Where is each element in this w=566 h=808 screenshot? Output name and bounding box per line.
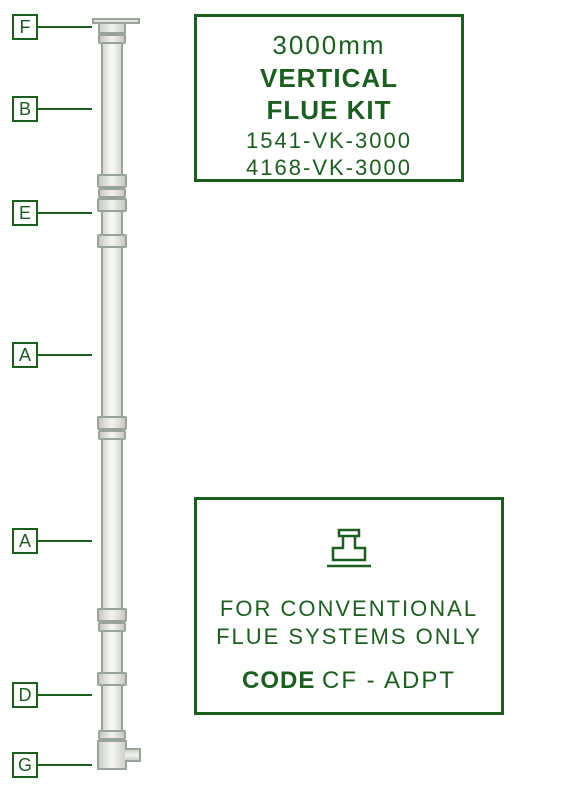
- pipe-section: [101, 440, 123, 608]
- adapter-text-line2: FLUE SYSTEMS ONLY: [197, 623, 501, 651]
- terminal-neck: [98, 24, 126, 34]
- callout-leader: [38, 694, 92, 696]
- kit-code-2: 4168-VK-3000: [197, 154, 461, 182]
- pipe-joint: [97, 416, 127, 430]
- callout-label-g: G: [12, 752, 38, 778]
- pipe-section: [101, 212, 123, 234]
- callout-label-e: E: [12, 200, 38, 226]
- pipe-joint: [97, 198, 127, 212]
- pipe-joint: [97, 672, 127, 686]
- pipe-joint: [98, 34, 126, 44]
- pipe-joint: [97, 174, 127, 188]
- callout-leader: [38, 26, 92, 28]
- pipe-joint: [97, 234, 127, 248]
- kit-title-line2: FLUE KIT: [197, 94, 461, 127]
- callout-leader: [38, 212, 92, 214]
- adapter-code-line: CODE CF - ADPT: [197, 666, 501, 696]
- callout-leader: [38, 764, 92, 766]
- kit-info-box: 3000mm VERTICAL FLUE KIT 1541-VK-3000 41…: [194, 14, 464, 182]
- adapter-code-label: CODE: [242, 667, 315, 694]
- pipe-joint: [98, 188, 126, 198]
- adapter-code-value: CF - ADPT: [322, 667, 456, 694]
- tee-piece: [97, 740, 127, 770]
- pipe-joint: [98, 622, 126, 632]
- flue-pipe-assembly: [92, 18, 132, 778]
- kit-size: 3000mm: [197, 29, 461, 62]
- callout-label-f: F: [12, 14, 38, 40]
- pipe-joint: [98, 730, 126, 740]
- callout-label-b: B: [12, 96, 38, 122]
- adapter-text-line1: FOR CONVENTIONAL: [197, 595, 501, 623]
- adapter-icon: [319, 526, 379, 581]
- callout-leader: [38, 540, 92, 542]
- pipe-joint: [98, 430, 126, 440]
- kit-title-line1: VERTICAL: [197, 62, 461, 95]
- callout-label-d: D: [12, 682, 38, 708]
- callout-leader: [38, 354, 92, 356]
- pipe-section: [101, 44, 123, 174]
- callout-leader: [38, 108, 92, 110]
- pipe-joint: [97, 608, 127, 622]
- kit-code-1: 1541-VK-3000: [197, 127, 461, 155]
- pipe-section: [101, 248, 123, 416]
- tee-side-outlet: [125, 748, 141, 762]
- pipe-section: [101, 686, 123, 730]
- callout-label-a: A: [12, 342, 38, 368]
- pipe-section: [101, 632, 123, 672]
- callout-label-a: A: [12, 528, 38, 554]
- adapter-info-box: FOR CONVENTIONAL FLUE SYSTEMS ONLY CODE …: [194, 497, 504, 715]
